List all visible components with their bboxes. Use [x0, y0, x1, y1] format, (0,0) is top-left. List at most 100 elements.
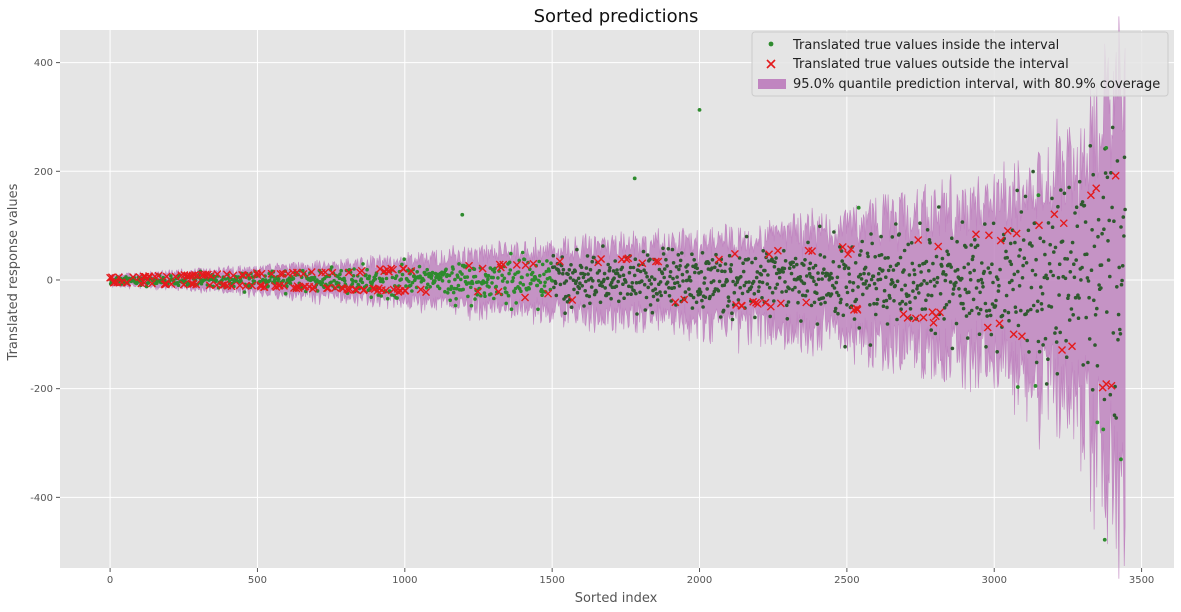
inside-point: [360, 280, 365, 285]
inside-point: [848, 280, 852, 284]
inside-point: [862, 271, 866, 276]
inside-point: [613, 259, 617, 263]
inside-point: [1106, 258, 1111, 262]
inside-point: [823, 300, 827, 305]
inside-point: [714, 252, 718, 257]
inside-point: [535, 283, 540, 288]
inside-point: [568, 276, 573, 280]
outside-point: [389, 265, 398, 274]
inside-point: [467, 268, 472, 273]
inside-point: [538, 280, 543, 285]
inside-point: [815, 291, 819, 296]
y-tick-label: -200: [30, 384, 53, 395]
inside-point: [437, 286, 442, 291]
inside-point: [430, 270, 435, 275]
inside-point: [755, 270, 760, 274]
inside-point: [843, 264, 848, 268]
inside-point: [585, 254, 590, 258]
inside-point: [602, 277, 606, 282]
inside-point: [1008, 259, 1012, 264]
inside-point: [927, 238, 932, 242]
inside-point: [838, 245, 842, 249]
inside-point: [886, 268, 891, 273]
outside-point: [808, 247, 817, 256]
inside-point: [1024, 312, 1028, 316]
inside-point: [1052, 250, 1056, 254]
outside-point: [597, 254, 606, 263]
inside-point: [417, 264, 422, 269]
inside-point: [533, 276, 538, 281]
inside-point: [594, 290, 599, 294]
inside-point: [878, 267, 882, 271]
inside-point: [627, 270, 632, 275]
inside-point: [795, 262, 799, 267]
inside-point: [967, 290, 971, 295]
inside-point: [1085, 252, 1089, 256]
inside-point: [915, 287, 919, 291]
inside-point: [1072, 275, 1077, 280]
inside-point: [911, 280, 916, 285]
inside-point: [505, 290, 509, 295]
inside-point: [988, 313, 993, 318]
inside-point: [945, 249, 949, 254]
inside-point: [685, 269, 689, 274]
inside-point: [668, 274, 672, 279]
outside-point: [934, 242, 943, 251]
inside-point: [888, 296, 892, 300]
inside-point: [951, 287, 956, 291]
outside-point: [936, 308, 944, 317]
inside-point: [944, 273, 948, 277]
inside-point: [1093, 313, 1098, 317]
inside-point: [1021, 263, 1025, 268]
inside-point: [550, 279, 554, 283]
inside-point: [1120, 264, 1125, 268]
inside-point: [543, 280, 547, 285]
inside-point: [703, 276, 707, 280]
inside-point: [910, 261, 915, 266]
outside-point: [376, 264, 385, 273]
inside-point: [962, 265, 966, 270]
inside-point: [917, 291, 921, 295]
inside-point: [365, 267, 369, 272]
inside-point: [975, 306, 979, 310]
inside-point: [625, 292, 630, 296]
inside-point: [805, 274, 809, 278]
inside-point: [985, 314, 989, 318]
inside-point: [874, 286, 879, 291]
inside-point: [998, 267, 1002, 272]
inside-point: [819, 302, 823, 306]
inside-point: [806, 240, 810, 245]
outside-points-series: [106, 171, 1120, 392]
inside-point: [975, 243, 980, 248]
inside-point: [1009, 262, 1014, 267]
inside-point: [875, 297, 880, 302]
inside-point: [588, 301, 592, 306]
inside-point: [1095, 420, 1100, 425]
legend-inside-marker: [768, 41, 774, 47]
inside-point: [505, 280, 510, 284]
inside-point: [782, 266, 787, 271]
inside-point: [516, 270, 521, 274]
inside-point: [590, 259, 594, 264]
inside-point: [615, 271, 620, 276]
inside-point: [449, 284, 454, 289]
inside-point: [919, 270, 923, 274]
inside-point: [768, 314, 772, 319]
inside-point: [810, 275, 815, 280]
inside-point: [1090, 228, 1094, 232]
inside-point: [1059, 188, 1063, 192]
inside-point: [483, 294, 487, 299]
inside-point: [1028, 241, 1032, 245]
inside-point: [1057, 293, 1061, 297]
inside-point: [634, 291, 638, 296]
inside-point: [713, 265, 717, 270]
outside-point: [773, 246, 782, 255]
inside-point: [689, 293, 694, 298]
inside-point: [786, 300, 791, 304]
inside-point: [520, 275, 524, 280]
inside-point: [1074, 258, 1078, 262]
inside-point: [1031, 303, 1036, 308]
inside-point: [361, 262, 365, 266]
inside-point: [1102, 227, 1106, 231]
inside-point: [818, 253, 823, 257]
